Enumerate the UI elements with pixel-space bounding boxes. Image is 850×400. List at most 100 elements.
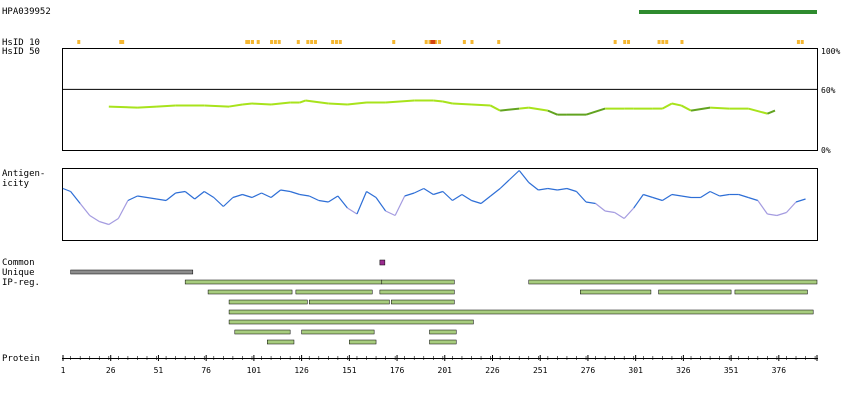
ipreg-region [295, 289, 373, 295]
antigenicity-segment [433, 190, 444, 196]
antigenicity-segment [375, 197, 387, 212]
ipreg-region [381, 279, 455, 285]
hsid-hotspot [77, 40, 81, 44]
identity-segment [671, 102, 682, 107]
hsid-hotspot [462, 40, 466, 44]
identity-segment [500, 107, 520, 112]
antigenicity-segment [643, 193, 654, 199]
hsid-hotspot [665, 40, 669, 44]
antigenicity-segment [652, 196, 663, 202]
antigenicity-segment [557, 187, 568, 191]
axis-tick-label: 1 [60, 366, 66, 375]
identity-segment [137, 105, 157, 109]
identity-segment [385, 99, 415, 104]
antigenicity-segment [137, 195, 148, 199]
antigenicity-segment [280, 189, 291, 193]
identity-segment [270, 101, 291, 106]
antigenicity-segment [633, 194, 644, 209]
axis-tick-label: 201 [437, 366, 452, 375]
hsid-hotspot [470, 40, 474, 44]
antigenicity-segment [242, 193, 253, 199]
identity-segment [328, 102, 348, 106]
identity-60-label: 60% [821, 86, 836, 95]
identity-segment [433, 99, 443, 103]
antigenicity-segment [786, 201, 797, 213]
hsid-hotspot [121, 40, 125, 44]
ipreg-region [301, 329, 375, 335]
antigenicity-segment [700, 190, 711, 199]
hsid-hotspot [796, 40, 800, 44]
unique-label: Unique [2, 268, 35, 278]
identity-segment [204, 104, 230, 108]
antigenicity-segment [623, 207, 635, 219]
protein-label: Protein [2, 354, 40, 364]
antigenicity-segment [213, 197, 224, 207]
antigenicity-segment [251, 192, 262, 199]
antigenicity-segment [127, 195, 138, 202]
identity-segment [681, 104, 692, 112]
antigenicity-segment [165, 192, 176, 201]
identity-0-label: 0% [821, 146, 831, 155]
protein-axis-line [62, 358, 818, 359]
hsid-hotspot [273, 40, 277, 44]
antigenicity-segment [222, 197, 234, 207]
antigenicity-segment [605, 210, 615, 214]
ipreg-region [266, 339, 295, 345]
identity-segment [490, 104, 501, 112]
antigenicity-segment [499, 179, 511, 189]
hsid-hotspot [247, 40, 251, 44]
identity-segment [690, 106, 711, 112]
antigenicity-segment [194, 191, 205, 200]
ipreg-region [184, 279, 383, 285]
antigenicity-segment [452, 193, 463, 202]
identity-segment [299, 99, 306, 104]
antigenicity-segment [337, 195, 348, 209]
antigenicity-segment [795, 198, 806, 203]
hsid-hotspot [277, 40, 281, 44]
antigenicity-segment [566, 187, 577, 193]
antigenicity-segment [299, 193, 310, 197]
hsid-hotspot [270, 40, 274, 44]
antigenicity-segment [757, 200, 768, 215]
identity-segment [242, 102, 253, 106]
antigenicity-segment [108, 217, 119, 226]
antigenicity-segment [671, 193, 682, 197]
antigenicity-segment [203, 190, 215, 199]
axis-tick-label: 376 [771, 366, 787, 375]
antigenicity-segment [614, 211, 625, 220]
identity-segment [471, 103, 491, 107]
antigenicity-segment [366, 190, 377, 199]
antigenicity-segment [184, 191, 196, 200]
ipreg-region [349, 339, 377, 345]
antigenicity-segment [79, 203, 91, 216]
ipreg-region [228, 309, 814, 315]
hsid-hotspot [334, 40, 338, 44]
identity-segment [547, 109, 558, 116]
antigenicity-segment [719, 193, 730, 197]
antigenicity-segment [289, 190, 300, 196]
axis-tick-label: 301 [628, 366, 643, 375]
identity-segment [347, 101, 367, 106]
antigenicity-segment [404, 192, 415, 197]
antigenicity-segment [595, 203, 606, 212]
ipreg-region [207, 289, 293, 295]
hsid-hotspot [623, 40, 627, 44]
hsid-hotspot [245, 40, 249, 44]
identity-100-label: 100% [821, 47, 841, 56]
antigenicity-segment [413, 187, 425, 194]
identity-segment [767, 109, 776, 115]
antigenicity-segment [232, 193, 243, 199]
antigenicity-segment [547, 187, 558, 191]
identity-segment [251, 102, 272, 106]
antigenicity-segment [585, 201, 596, 205]
antibody-id: HPA039952 [2, 7, 51, 17]
antigenicity-segment [146, 196, 157, 200]
antigenicity-segment [70, 191, 81, 204]
hsid-hotspot [313, 40, 317, 44]
antigenicity-segment [518, 170, 530, 183]
hsid-hotspot [296, 40, 300, 44]
antigenicity-segment [538, 187, 548, 191]
hsid-hotspot [310, 40, 314, 44]
identity-segment [442, 100, 453, 105]
